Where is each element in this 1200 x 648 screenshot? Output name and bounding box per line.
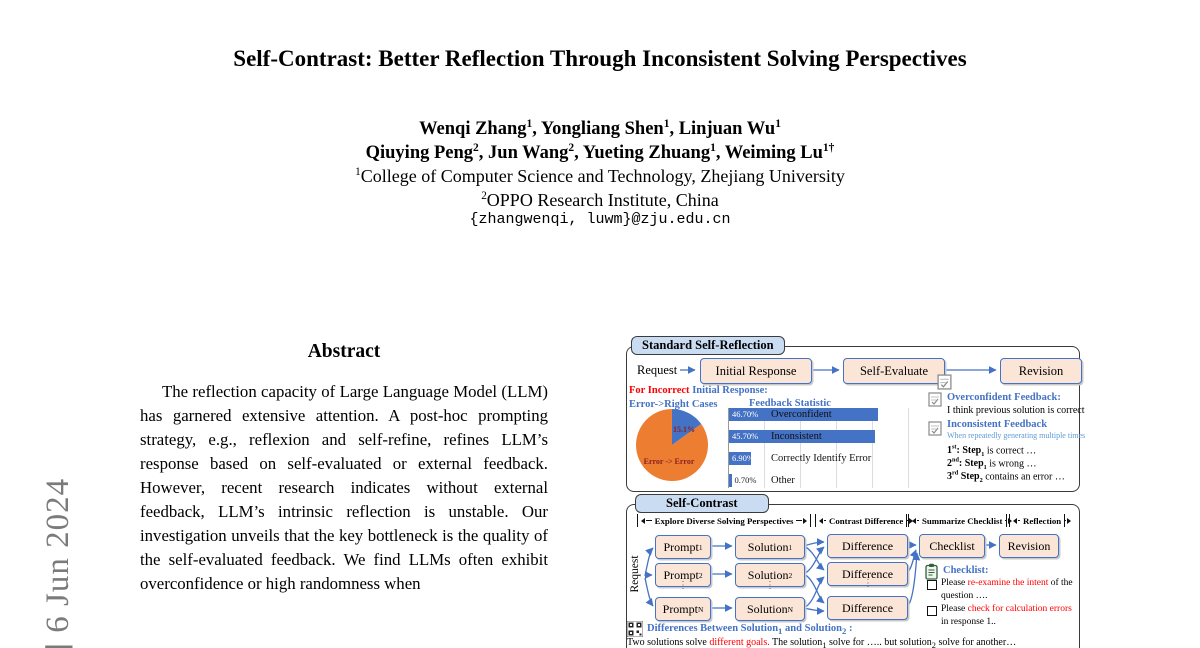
error-pie-chart: 15.1% Error -> Error	[635, 409, 708, 481]
checklist-box: Checklist	[919, 534, 985, 558]
differences-note-title: Differences Between Solution1 and Soluti…	[647, 623, 853, 637]
checklist-notes-title: Checklist:	[943, 565, 989, 576]
affiliation-1-sup: 1	[355, 166, 361, 178]
author-email: {zhangwenqi, luwm}@zju.edu.cn	[469, 211, 731, 228]
bar-row: 46.70% Overconfident	[729, 408, 929, 421]
figure-1: Standard Self-Reflection Request Initial…	[625, 336, 1087, 648]
error-right-cases-label: Error->Right Cases	[629, 399, 718, 410]
feedback-bar-chart: 46.70% Overconfident 45.70% Inconsistent 6.9…	[728, 408, 929, 488]
ellipsis-dots: ⋮	[678, 580, 688, 591]
feedback-statistic-title: Feedback Statistic	[749, 398, 831, 409]
phase-explore: Explore Diverse Solving Perspectives	[637, 514, 811, 527]
pie-label-151: 15.1%	[673, 425, 695, 434]
abstract-heading: Abstract	[307, 341, 381, 362]
difference-2-box: Difference	[827, 562, 908, 586]
ellipsis-dots: ⋮	[765, 580, 775, 591]
phase-contrast: Contrast Difference	[815, 514, 914, 527]
arrow-left-icon	[816, 517, 823, 524]
standard-self-reflection-tab: Standard Self-Reflection	[631, 336, 785, 355]
solution-n-box: Solution N	[735, 597, 805, 621]
inconsistent-feedback-sub: When repeatedly generating multiple time…	[947, 431, 1086, 440]
difference-3-box: Difference	[827, 596, 908, 620]
incorrect-response-label: For Incorrect Initial Response:	[629, 385, 768, 396]
affiliation-2-text: OPPO Research Institute, China	[486, 190, 719, 210]
differences-note-body: Two solutions solve different goals. The…	[627, 637, 1017, 648]
checklist-item-1: Please re-examine the intent of the ques…	[941, 578, 1073, 601]
paper-title: Self-Contrast: Better Reflection Through…	[233, 46, 967, 71]
self-evaluate-box: Self-Evaluate	[843, 358, 945, 384]
solution-1-box: Solution 1	[735, 535, 805, 559]
clipboard-icon	[925, 563, 938, 580]
arrow-right-icon	[1067, 517, 1074, 524]
affiliation-1-text: College of Computer Science and Technolo…	[360, 166, 845, 186]
checklist-item-2: Please check for calculation errors in r…	[941, 604, 1072, 627]
overconfident-feedback-title: Overconfident Feedback:	[947, 392, 1061, 403]
revision-box-top: Revision	[1000, 358, 1082, 384]
memo-icon	[928, 421, 942, 436]
author-line-1: Wenqi Zhang1, Yongliang Shen1, Linjuan W…	[419, 118, 781, 140]
ellipsis-dots: ⋮	[863, 578, 873, 589]
self-contrast-tab: Self-Contrast	[635, 494, 769, 513]
pie-slice-error-error	[635, 409, 708, 481]
phase-summarize: Summarize Checklist	[908, 514, 1013, 527]
request-label-top: Request	[637, 363, 678, 377]
abstract-text: The reflection capacity of Large Languag…	[140, 382, 548, 593]
checkbox-icon	[927, 580, 937, 590]
pie-slice-error-right	[672, 409, 702, 445]
affiliation-1: 1College of Computer Science and Technol…	[0, 160, 1200, 186]
checkbox-icon	[927, 606, 937, 616]
inconsistent-feedback-title: Inconsistent Feedback	[947, 419, 1048, 430]
initial-response-box: Initial Response	[700, 358, 812, 384]
qr-code-icon	[627, 621, 643, 637]
arrow-right-icon	[909, 517, 916, 524]
inconsistent-feedback-steps: 1st: Step1 is correct … 2nd: Step1 is wro…	[947, 444, 1065, 485]
arrow-right-icon	[803, 517, 810, 524]
arrow-left-icon	[909, 517, 916, 524]
bar-row: 0.70% Other	[729, 474, 929, 487]
memo-icon	[937, 374, 952, 390]
prompt-1-box: Prompt 1	[655, 535, 711, 559]
prompt-2-box: Prompt 2	[655, 563, 711, 587]
prompt-n-box: Prompt N	[655, 597, 711, 621]
affiliation-2-sup: 2	[481, 190, 487, 202]
memo-icon	[928, 392, 942, 407]
arrow-left-icon	[638, 517, 645, 524]
solution-2-box: Solution 2	[735, 563, 805, 587]
arrow-left-icon	[1010, 517, 1017, 524]
bar-row: 6.90% Correctly Identify Error	[729, 452, 929, 465]
bar-row: 45.70% Inconsistent	[729, 430, 929, 443]
author-block: Wenqi Zhang1, Yongliang Shen1, Linjuan W…	[0, 112, 1200, 232]
difference-1-box: Difference	[827, 534, 908, 558]
request-label-bottom: Request	[629, 555, 641, 593]
arxiv-watermark: ] 6 Jun 2024	[40, 477, 76, 648]
phase-reflection: Reflection	[1009, 514, 1072, 527]
affiliation-2: 2OPPO Research Institute, China	[0, 184, 1200, 210]
incorrect-word: Incorrect	[647, 385, 690, 396]
arrow-right-icon	[1008, 517, 1015, 524]
revision-box-bottom: Revision	[999, 534, 1059, 558]
overconfident-feedback-text: I think previous solution is correct	[947, 405, 1085, 416]
incorrect-pre: For	[629, 385, 648, 396]
pie-label-error-error: Error -> Error	[644, 457, 695, 466]
author-line-2: Qiuying Peng2, Jun Wang2, Yueting Zhuang…	[365, 142, 835, 164]
incorrect-post: Initial Response:	[689, 385, 768, 396]
